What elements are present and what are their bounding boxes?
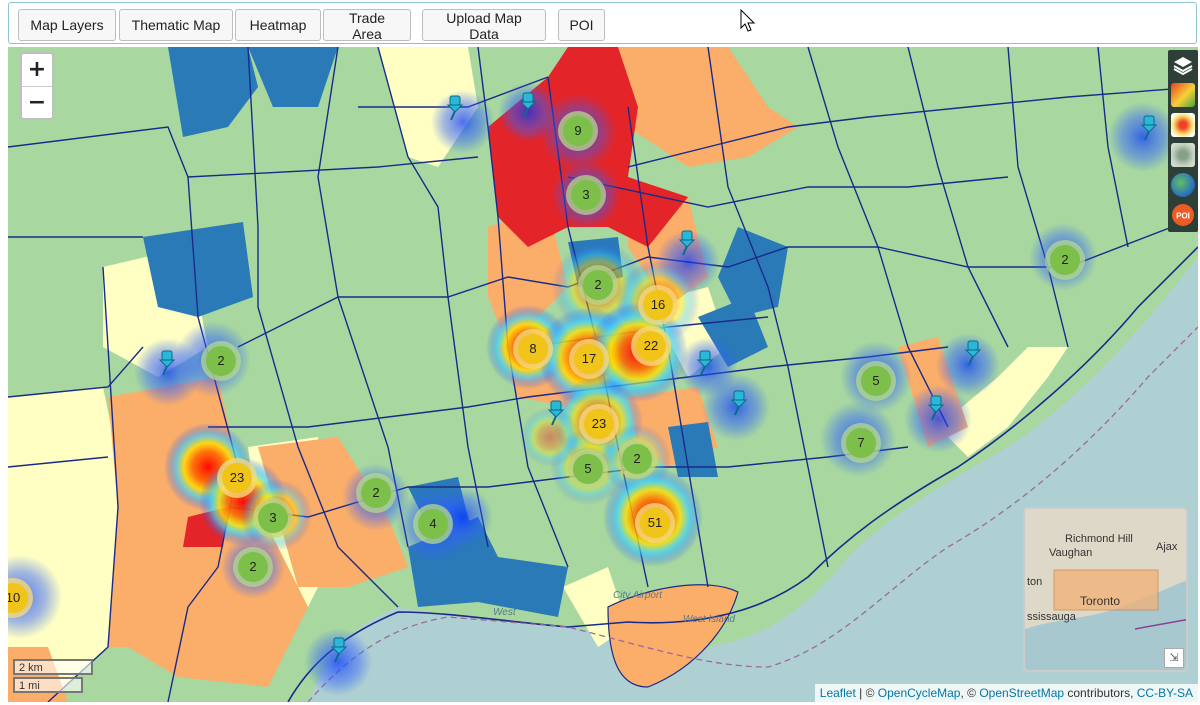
minimap-label: Ajax — [1156, 541, 1178, 553]
scale-km: 2 km — [13, 659, 93, 675]
minimap-label: ton — [1027, 576, 1043, 588]
pin-icon — [330, 637, 348, 663]
cluster-count[interactable]: 10 — [8, 590, 21, 605]
heatmap-button[interactable]: Heatmap — [235, 9, 321, 41]
layer-control-panel: POI — [1168, 50, 1198, 232]
thematic-map-button[interactable]: Thematic Map — [119, 9, 233, 41]
west-label: West — [493, 607, 516, 618]
map-layers-button[interactable]: Map Layers — [18, 9, 116, 41]
cluster-count[interactable]: 9 — [574, 123, 582, 138]
minimap[interactable]: Richmond Hill Vaughan Ajax Toronto ton s… — [1023, 507, 1188, 672]
cursor-icon — [740, 9, 756, 32]
pin-icon — [696, 350, 714, 376]
cluster-count[interactable]: 3 — [269, 510, 277, 525]
cluster-count[interactable]: 5 — [584, 461, 592, 476]
cluster-count[interactable]: 17 — [581, 351, 597, 366]
attribution: Leaflet | © OpenCycleMap, © OpenStreetMa… — [814, 684, 1198, 702]
map-base-layer — [8, 47, 1198, 702]
cluster-count[interactable]: 2 — [594, 277, 602, 292]
pin-icon — [547, 400, 565, 426]
upload-data-icon[interactable] — [1171, 173, 1195, 197]
zoom-control: + − — [20, 52, 54, 120]
pin-icon — [158, 350, 176, 376]
cluster-count[interactable]: 23 — [229, 470, 245, 485]
heatmap-icon[interactable] — [1171, 113, 1195, 137]
cluster-count[interactable]: 3 — [582, 187, 590, 202]
zoom-in-button[interactable]: + — [22, 54, 52, 87]
openstreetmap-link[interactable]: OpenStreetMap — [979, 686, 1065, 700]
upload-map-data-button[interactable]: Upload Map Data — [422, 9, 546, 42]
cluster-count[interactable]: 2 — [372, 485, 380, 500]
minimap-toggle-icon[interactable]: ⇲ — [1164, 648, 1184, 668]
poi-button[interactable]: POI — [558, 9, 605, 41]
minimap-label: Vaughan — [1049, 547, 1093, 559]
pin-icon — [964, 340, 982, 366]
trade-area-button[interactable]: Trade Area — [323, 9, 411, 42]
minimap-label: ssissauga — [1027, 611, 1076, 623]
scale-mi: 1 mi — [13, 677, 83, 693]
airport-label: City Airport — [613, 590, 663, 601]
toolbar: Map Layers Thematic Map Heatmap Trade Ar… — [8, 2, 1197, 44]
license-link[interactable]: CC-BY-SA — [1136, 686, 1193, 700]
cluster-count[interactable]: 8 — [529, 341, 537, 356]
pin-icon — [927, 395, 945, 421]
cluster-count[interactable]: 16 — [650, 297, 666, 312]
cluster-count[interactable]: 2 — [633, 451, 641, 466]
zoom-out-button[interactable]: − — [27, 90, 47, 115]
cluster-count[interactable]: 2 — [1061, 252, 1069, 267]
opencyclemap-link[interactable]: OpenCycleMap — [877, 686, 961, 700]
island-label: West Island — [683, 614, 736, 625]
cluster-count[interactable]: 23 — [591, 416, 607, 431]
cluster-count[interactable]: 4 — [429, 516, 437, 531]
cluster-count[interactable]: 22 — [643, 338, 659, 353]
poi-badge-text: POI — [1176, 212, 1190, 221]
poi-icon[interactable]: POI — [1171, 203, 1195, 227]
pin-icon — [730, 390, 748, 416]
cluster-count[interactable]: 7 — [857, 435, 865, 450]
pin-icon — [1140, 115, 1158, 141]
pin-icon — [446, 95, 464, 121]
minimap-label: Toronto — [1080, 594, 1121, 608]
pin-icon — [678, 230, 696, 256]
pin-icon — [519, 92, 537, 118]
cluster-count[interactable]: 51 — [647, 515, 663, 530]
trade-area-icon[interactable] — [1171, 143, 1195, 167]
minimap-label: Richmond Hill — [1065, 533, 1133, 545]
thematic-map-icon[interactable] — [1171, 83, 1195, 107]
cluster-count[interactable]: 5 — [872, 373, 880, 388]
leaflet-link[interactable]: Leaflet — [819, 686, 856, 700]
layers-icon[interactable] — [1171, 53, 1195, 77]
cluster-count[interactable]: 2 — [249, 559, 257, 574]
map-canvas[interactable]: 9 3 2 16 8 17 22 23 5 2 51 2 23 3 2 2 4 … — [8, 47, 1198, 702]
cluster-count[interactable]: 2 — [217, 353, 225, 368]
